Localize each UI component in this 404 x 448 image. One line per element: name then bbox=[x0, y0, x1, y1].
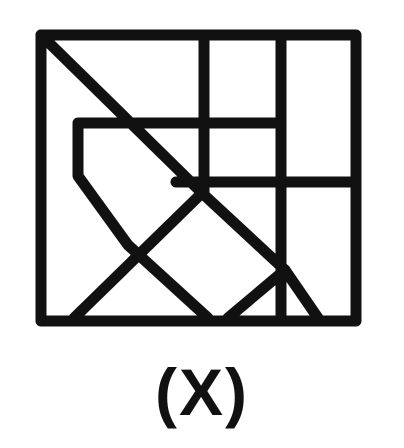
inner-left-shape bbox=[72, 117, 214, 324]
puzzle-figure-x bbox=[35, 29, 362, 327]
figure-caption: (X) bbox=[155, 355, 249, 429]
diagonal-line-lower bbox=[196, 187, 291, 276]
diagonal-line-upper bbox=[35, 29, 208, 199]
diagonal-line-tail bbox=[279, 264, 324, 324]
